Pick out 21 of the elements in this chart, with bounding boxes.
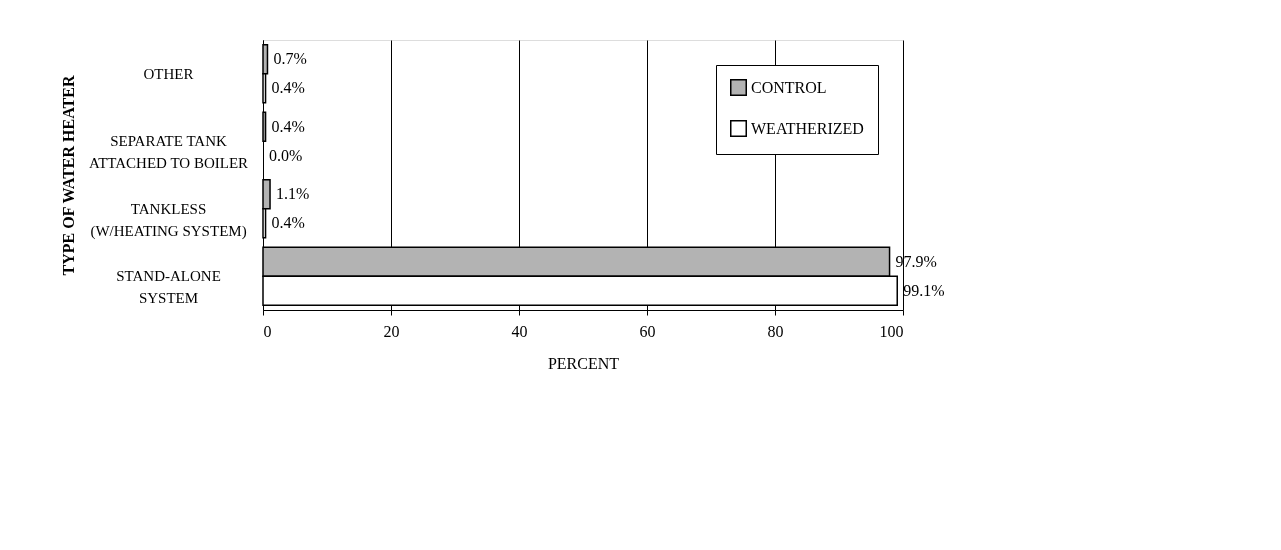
data-label: 0.4% <box>271 117 305 135</box>
data-label: 1.1% <box>276 185 310 203</box>
data-label: 0.4% <box>271 214 305 232</box>
y-tick-label: SEPARATE TANK ATTACHED TO BOILER <box>88 133 249 172</box>
x-tick-label: 100 <box>879 322 904 340</box>
x-tick-label: 0 <box>263 322 272 340</box>
legend-label: CONTROL <box>751 78 827 96</box>
x-tick-label: 60 <box>639 322 656 340</box>
y-axis-title: TYPE OF WATER HEATER <box>59 75 77 276</box>
data-label: 0.4% <box>271 79 305 97</box>
y-tick-label: STAND-ALONE SYSTEM <box>116 268 221 307</box>
y-tick-label: TANKLESS (W/HEATING SYSTEM) <box>90 200 247 240</box>
data-label: 0.7% <box>273 50 307 68</box>
x-tick-label: 80 <box>767 322 784 340</box>
data-label: 0.0% <box>269 146 303 164</box>
x-tick-label: 40 <box>511 322 528 340</box>
y-tick-label: OTHER <box>143 65 194 82</box>
x-tick-label: 20 <box>383 322 400 340</box>
data-label: 99.1% <box>903 281 945 299</box>
legend-label: WEATHERIZED <box>751 119 864 137</box>
x-axis-title: PERCENT <box>547 354 620 372</box>
